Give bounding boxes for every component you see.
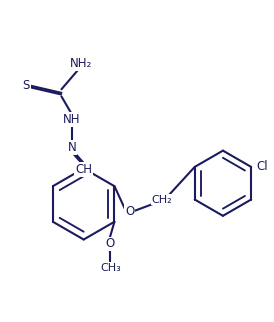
Text: CH₃: CH₃ xyxy=(100,263,121,273)
Text: S: S xyxy=(22,79,30,92)
Text: O: O xyxy=(106,237,115,251)
Text: N: N xyxy=(67,141,76,154)
Text: CH: CH xyxy=(75,163,92,176)
Text: NH₂: NH₂ xyxy=(70,57,92,70)
Text: Cl: Cl xyxy=(256,160,268,174)
Text: NH: NH xyxy=(63,113,81,126)
Text: O: O xyxy=(125,205,134,218)
Text: CH₂: CH₂ xyxy=(152,194,173,204)
